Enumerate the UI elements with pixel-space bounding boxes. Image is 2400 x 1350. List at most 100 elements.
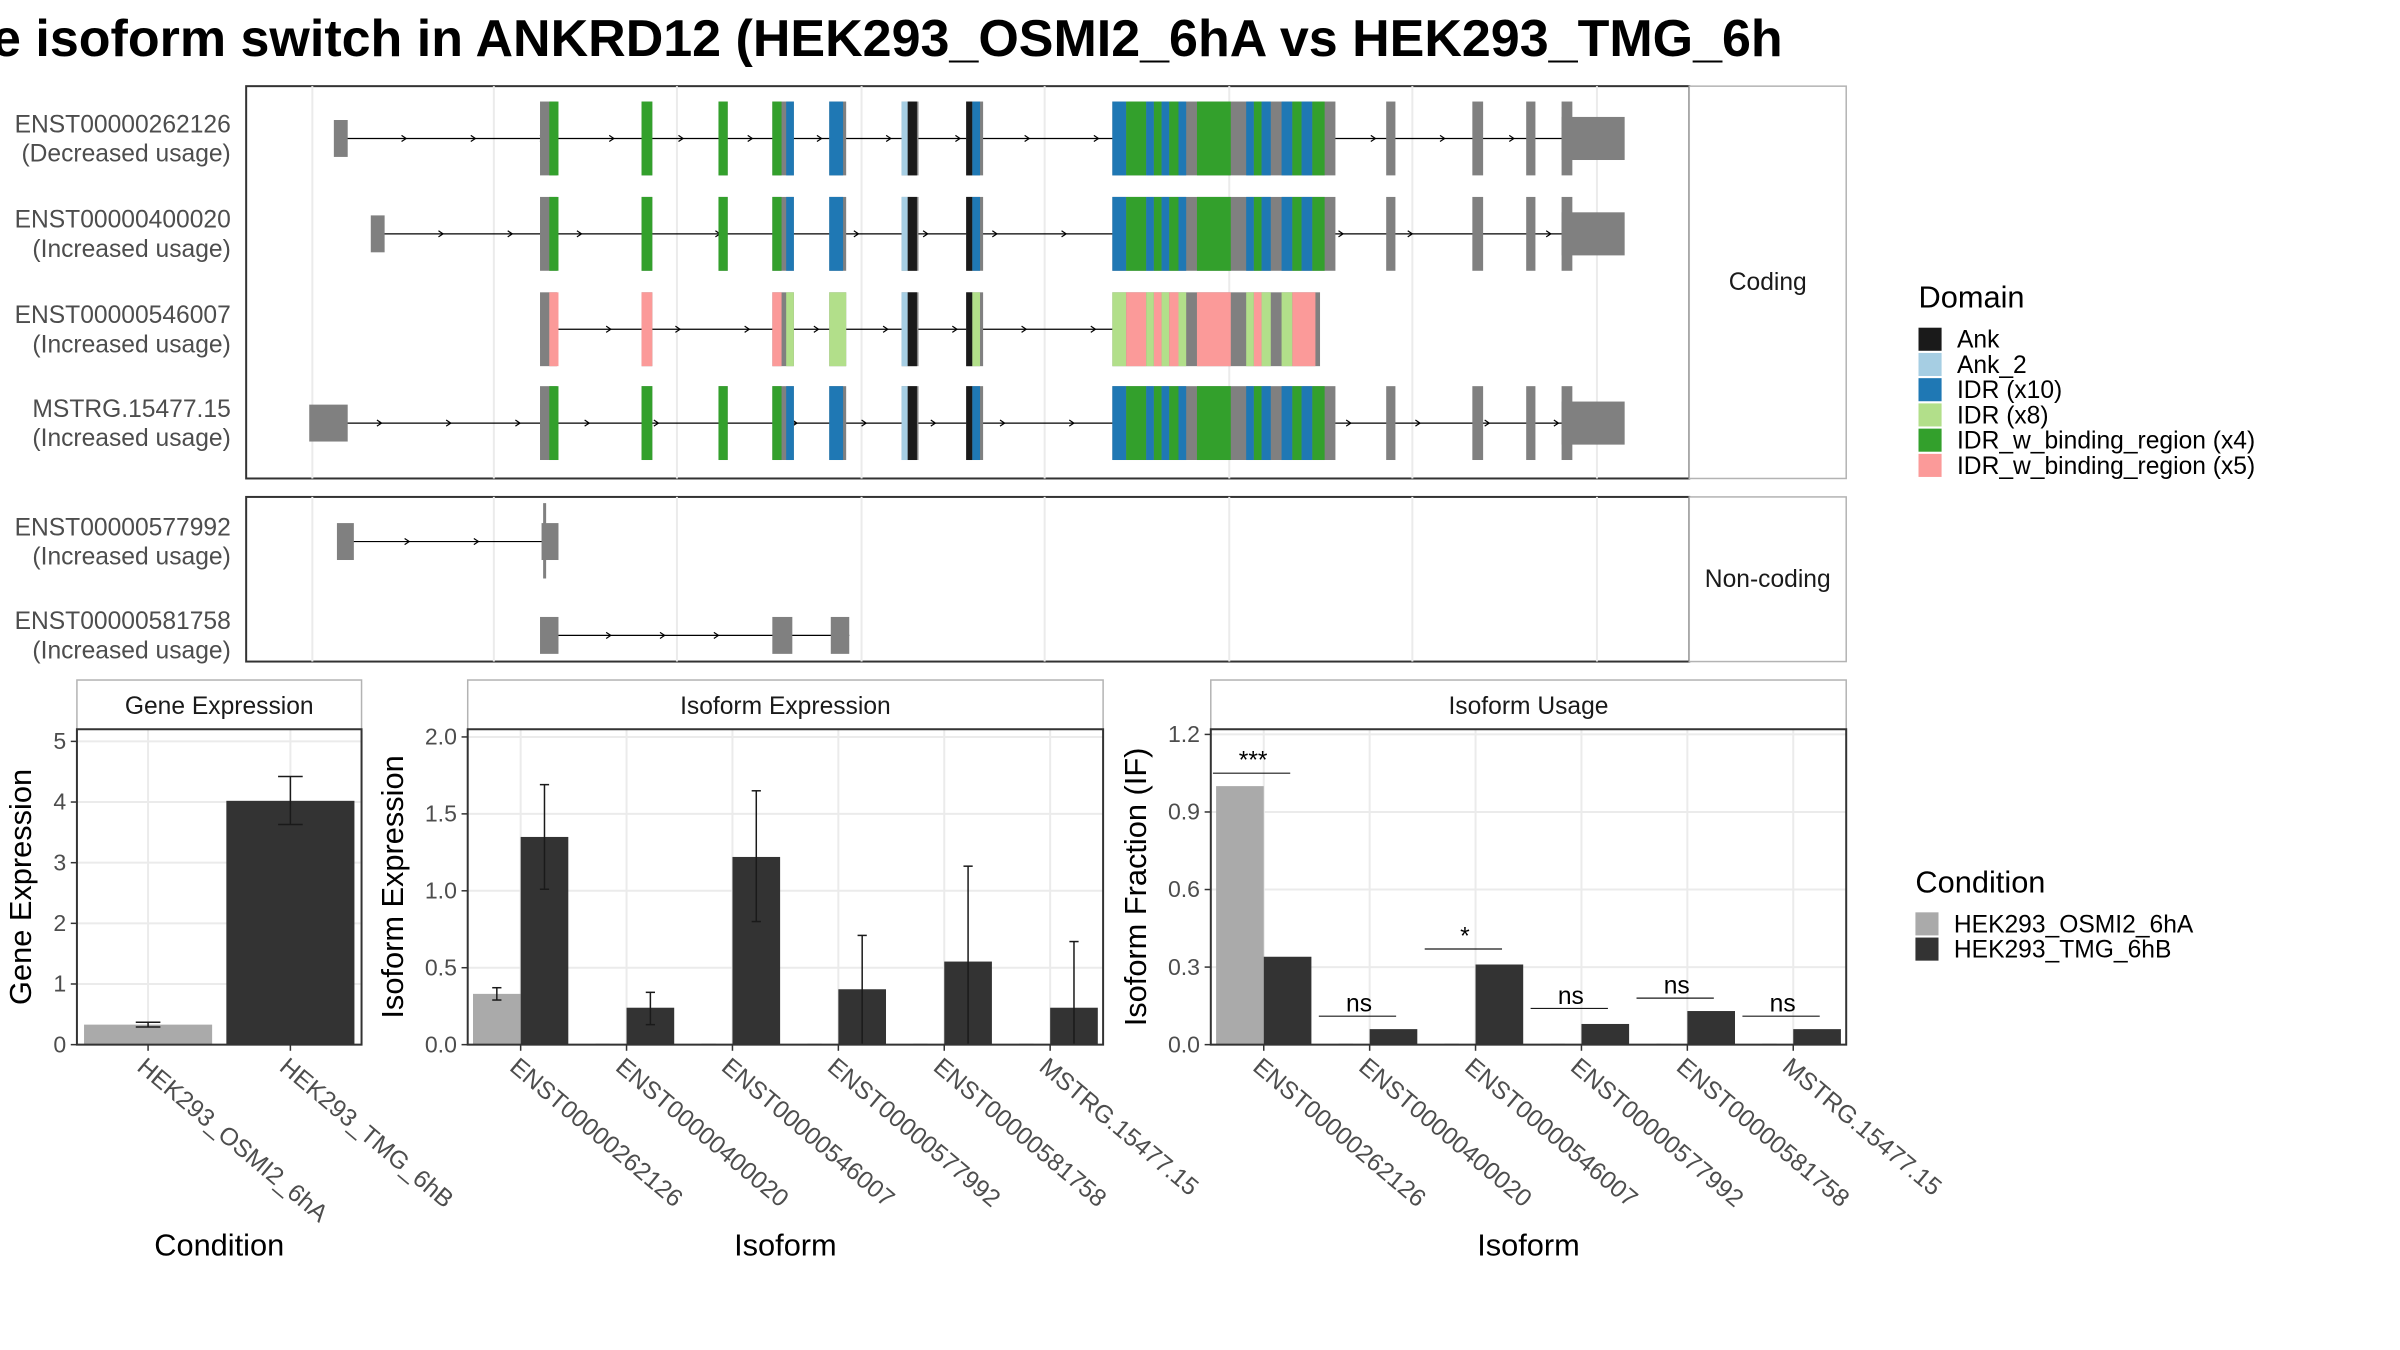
bar xyxy=(1263,956,1312,1045)
chart-panel-frame xyxy=(75,728,363,1046)
y-tick-label: 0 xyxy=(53,1031,66,1057)
intron-arrow xyxy=(1553,419,1560,427)
bar xyxy=(226,800,355,1045)
domain-segment xyxy=(1253,101,1262,176)
domain-segment xyxy=(907,386,917,461)
domain-segment xyxy=(1196,196,1231,271)
structure-strip xyxy=(1688,85,1847,480)
y-tick-label: 4 xyxy=(53,789,66,815)
domain-legend-label: Ank_2 xyxy=(1957,352,2027,379)
domain-segment xyxy=(1312,196,1325,271)
domain-segment xyxy=(1178,196,1187,271)
utr3-exon xyxy=(1561,401,1625,445)
chart-panel-bg xyxy=(1210,729,1847,1045)
significance-label: * xyxy=(1460,923,1470,950)
intron-arrow xyxy=(1068,419,1075,427)
x-axis-title: Condition xyxy=(154,1227,284,1262)
domain-segment xyxy=(1196,292,1231,367)
domain-segment xyxy=(1153,196,1162,271)
intron-arrow xyxy=(445,419,452,427)
domain-legend-label: Ank xyxy=(1957,327,2000,354)
domain-segment xyxy=(1292,101,1302,176)
x-axis-title: Isoform xyxy=(1477,1227,1580,1262)
domain-segment xyxy=(786,292,794,367)
domain-segment xyxy=(1112,101,1127,176)
condition-legend-title: Condition xyxy=(1915,864,2045,899)
domain-segment xyxy=(1246,386,1254,461)
cds-exon xyxy=(1526,196,1536,271)
domain-segment xyxy=(1169,292,1179,367)
intron-arrow xyxy=(1093,134,1100,143)
intron-arrow xyxy=(853,230,860,238)
domain-segment xyxy=(1196,386,1231,461)
utr-edge xyxy=(540,120,551,157)
domain-segment xyxy=(907,101,917,176)
intron-arrow xyxy=(1370,134,1377,143)
intron-arrow xyxy=(813,325,820,333)
x-tick-label: ENST00000581758 xyxy=(1671,1053,1854,1213)
domain-segment xyxy=(786,101,794,176)
domain-segment xyxy=(1161,292,1170,367)
transcript-id-label: ENST00000577992 xyxy=(15,514,231,541)
y-axis-title: Isoform Expression xyxy=(375,755,410,1018)
domain-segment xyxy=(829,196,844,271)
intron-arrow xyxy=(515,419,522,427)
domain-segment xyxy=(718,386,728,461)
y-tick-label: 5 xyxy=(53,728,66,754)
intron-arrow xyxy=(470,134,477,143)
nc-exon xyxy=(540,616,559,654)
significance-label: ns xyxy=(1558,983,1584,1010)
domain-segment xyxy=(1246,196,1254,271)
bar xyxy=(1475,964,1524,1045)
domain-segment xyxy=(1253,292,1262,367)
domain-segment xyxy=(1246,292,1254,367)
domain-segment xyxy=(1178,386,1187,461)
x-tick-label: ENST00000546007 xyxy=(716,1053,899,1213)
intron-arrow xyxy=(507,230,514,238)
y-tick-label: 0.0 xyxy=(1168,1031,1200,1057)
domain-segment xyxy=(1153,101,1162,176)
y-axis-title: Isoform Fraction (IF) xyxy=(1118,748,1153,1027)
y-tick-label: 1.2 xyxy=(1168,721,1200,747)
chart-strip xyxy=(1210,679,1847,730)
domain-segment xyxy=(1153,386,1162,461)
domain-segment xyxy=(1261,196,1271,271)
domain-segment xyxy=(549,101,559,176)
y-tick-label: 2.0 xyxy=(425,724,457,750)
domain-segment xyxy=(1169,101,1179,176)
intron-arrow xyxy=(605,631,612,639)
domain-segment xyxy=(966,196,973,271)
bar xyxy=(1687,1011,1736,1045)
transcript-id-label: ENST00000400020 xyxy=(15,207,231,234)
y-axis-title: Gene Expression xyxy=(3,769,38,1005)
domain-segment xyxy=(1146,386,1154,461)
intron-arrow xyxy=(653,419,660,427)
intron-arrow xyxy=(930,419,937,427)
intron-arrow xyxy=(951,325,959,333)
isoform-expression-panel: Isoform Expression 0.0 0.5 1.0 1.5 2.0 ENST000… xyxy=(375,679,1203,1262)
domain-segment xyxy=(1281,292,1293,367)
domain-segment xyxy=(972,101,981,176)
domain-segment xyxy=(1112,196,1127,271)
y-tick-label: 0.6 xyxy=(1168,876,1200,902)
y-tick-label: 0.3 xyxy=(1168,954,1200,980)
transcript-usage-label: (Increased usage) xyxy=(32,236,230,263)
domain-segment xyxy=(901,386,908,461)
x-tick-label: ENST00000577992 xyxy=(822,1053,1005,1213)
intron-arrow xyxy=(1407,230,1414,238)
chart-panel-frame xyxy=(466,728,1105,1046)
domain-segment xyxy=(1161,101,1170,176)
domain-segment xyxy=(786,386,794,461)
transcript-usage-label: (Increased usage) xyxy=(32,425,230,452)
condition-legend-label: HEK293_TMG_6hB xyxy=(1954,937,2172,964)
intron-arrow xyxy=(861,419,868,427)
x-tick-label: ENST00000546007 xyxy=(1459,1053,1642,1213)
bar xyxy=(84,1024,213,1045)
domain-segment xyxy=(772,101,782,176)
intron-arrow xyxy=(659,631,666,639)
significance-label: ns xyxy=(1770,991,1796,1018)
intron-arrow xyxy=(713,631,720,639)
intron-arrow xyxy=(605,325,612,333)
domain-segment xyxy=(641,292,653,367)
